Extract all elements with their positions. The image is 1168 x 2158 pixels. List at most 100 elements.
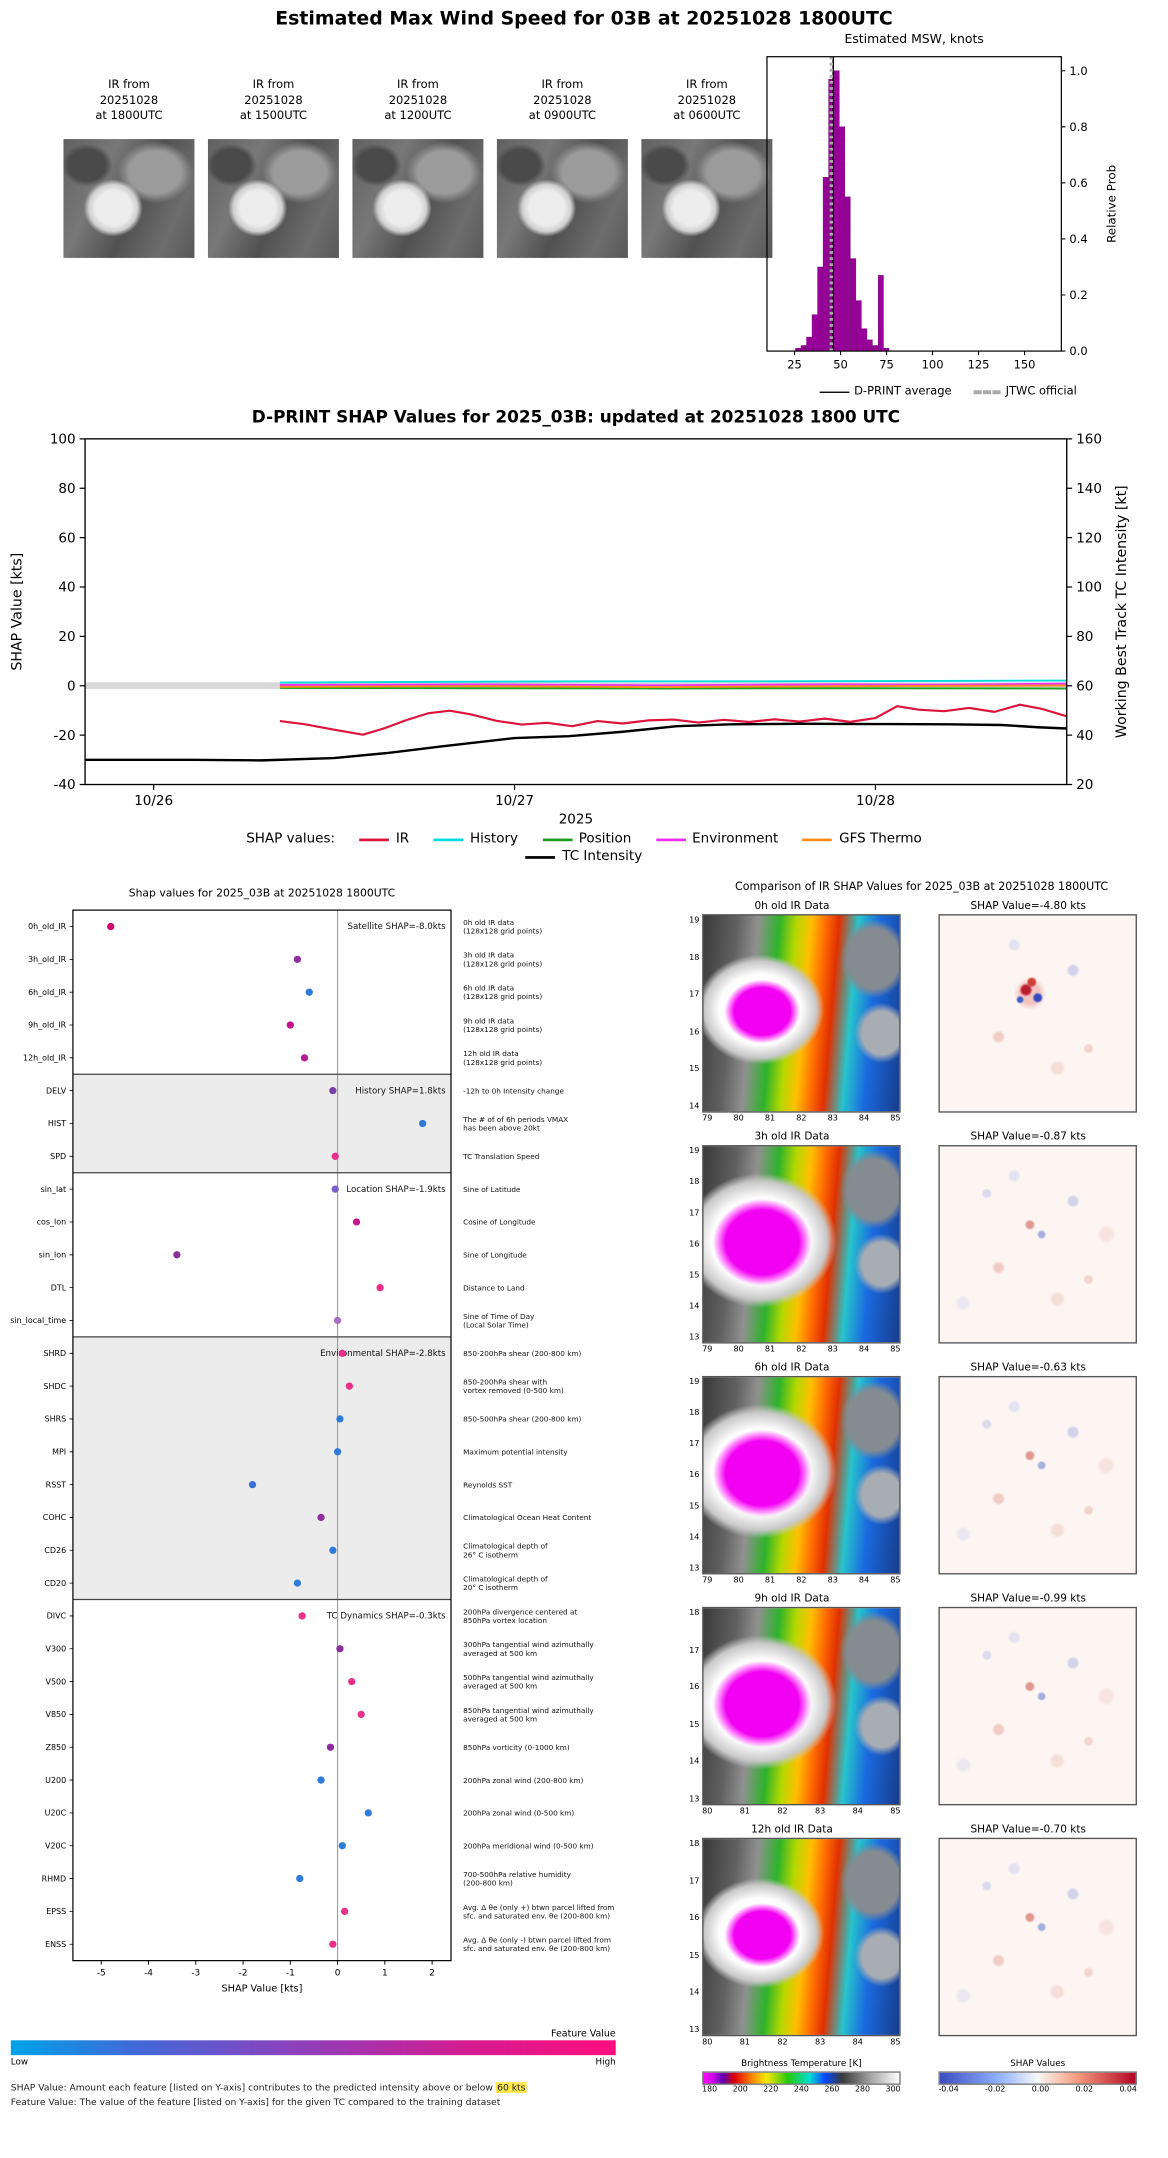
feature-label: 3h_old_IR xyxy=(28,955,67,964)
feature-description: Sine of Latitude xyxy=(463,1185,521,1194)
latitude-tick-label: 15 xyxy=(689,1719,700,1730)
longitude-tick-label: 82 xyxy=(796,1344,807,1355)
series-environment xyxy=(279,682,1067,687)
longitude-tick-label: 81 xyxy=(739,1806,751,1817)
ir-thumbnail-label: IR from 20251028 at 0600UTC xyxy=(673,78,741,123)
dotplot-title: Shap values for 2025_03B at 20251028 180… xyxy=(129,887,395,900)
comparison-colorbars: Brightness Temperature [K] 180 200 220 240 2… xyxy=(675,2058,1168,2094)
latitude-tick-label: 16 xyxy=(689,1239,700,1250)
x-tick-label: 75 xyxy=(879,358,894,372)
feature-description: averaged at 500 km xyxy=(463,1682,537,1691)
latitude-tick-label: 17 xyxy=(689,1208,700,1218)
feature-description: TC Translation Speed xyxy=(462,1152,539,1161)
right-tick-label: 20 xyxy=(1076,777,1093,793)
shap-dot xyxy=(305,988,313,996)
footnotes: SHAP Value: Amount each feature [listed … xyxy=(11,2081,527,2109)
shap-dot xyxy=(331,1185,339,1193)
x-tick-label: -2 xyxy=(239,1968,248,1978)
page-title: Estimated Max Wind Speed for 03B at 2025… xyxy=(275,8,893,30)
legend-row-1: SHAP values: IR History Position Environment… xyxy=(246,832,922,847)
latitude-tick-label: 13 xyxy=(689,1332,700,1343)
histogram-bar xyxy=(817,266,823,352)
plot-frame xyxy=(84,438,1068,786)
feature-description: 200hPa divergence centered at xyxy=(463,1607,577,1616)
x-tick-label: 0 xyxy=(335,1968,341,1978)
x-tick-label: 10/26 xyxy=(134,793,173,809)
ir-thumbnail: IR from 20251028 at 1800UTC xyxy=(63,78,195,258)
feature-label: sin_lat xyxy=(41,1185,67,1194)
right-tick-label: 140 xyxy=(1076,481,1102,497)
series-gfs-thermo xyxy=(279,684,1067,688)
feature-label: COHC xyxy=(43,1513,67,1522)
histogram-bar xyxy=(855,300,862,352)
longitude-tick-label: 81 xyxy=(764,1113,776,1124)
footnote-threshold: 60 kts xyxy=(495,2082,527,2093)
legend-label: IR xyxy=(395,831,410,847)
feature-description: 850-200hPa shear with xyxy=(463,1378,547,1387)
shap-dot xyxy=(336,1415,344,1423)
y-tick-label: 0.8 xyxy=(1069,120,1087,134)
ir-panel-body: 19 18 17 16 15 14 13 xyxy=(683,1375,901,1575)
feature-label: V20C xyxy=(45,1841,67,1850)
longitude-tick-label: 85 xyxy=(890,1575,901,1586)
legend-item: Position xyxy=(542,832,631,847)
longitude-tick-label: 82 xyxy=(777,1806,788,1817)
shap-dot xyxy=(345,1382,354,1390)
colorbar-tick-label: 180 xyxy=(702,2086,718,2095)
feature-description: (128x128 grid points) xyxy=(463,959,542,968)
shap-colorbar-gradient xyxy=(938,2071,1137,2085)
ir-column: 0h old IR Data 19 18 17 16 15 14 79 80 81 82 83 84 85 xyxy=(683,898,901,1129)
longitude-axis: 79 80 81 82 83 84 85 xyxy=(702,1114,900,1123)
colorbar-tick-label: 300 xyxy=(885,2086,901,2095)
shap-panel-body xyxy=(920,1375,1137,1575)
ir-panel-body: 19 18 17 16 15 14 xyxy=(683,914,901,1113)
left-tick-label: -40 xyxy=(54,777,76,793)
shap-dot xyxy=(336,1645,344,1653)
x-tick-label: 150 xyxy=(1014,358,1036,372)
longitude-tick-label: 82 xyxy=(796,1575,807,1586)
ir-panel-title: 6h old IR Data xyxy=(754,1361,830,1374)
feature-description: 0h old IR data xyxy=(463,918,514,927)
legend-item: D-PRINT average xyxy=(818,385,952,398)
ir-column: 9h old IR Data 18 17 16 15 14 13 80 81 82 83 84 85 xyxy=(683,1591,901,1822)
shap-dot xyxy=(329,1546,337,1554)
shap-dot xyxy=(333,1448,342,1456)
x-tick-label: 25 xyxy=(787,358,802,372)
section-header: Satellite SHAP=-8.0kts xyxy=(348,922,447,932)
shap-dot xyxy=(376,1283,384,1292)
histogram-bar xyxy=(861,328,868,352)
ir-satellite-image xyxy=(207,139,339,258)
line-swatch xyxy=(802,837,833,841)
comparison-row: 12h old IR Data 18 17 16 15 14 13 80 81 82 83 84 85 S… xyxy=(675,1822,1168,2053)
feature-label: V850 xyxy=(46,1710,67,1719)
x-tick-label: 10/28 xyxy=(856,793,895,809)
ir-panel-title: 0h old IR Data xyxy=(754,899,830,912)
latitude-tick-label: 16 xyxy=(689,1027,700,1037)
shap-panel-title: SHAP Value=-0.99 kts xyxy=(970,1592,1087,1605)
feature-description: Climatological depth of xyxy=(463,1574,548,1583)
feature-label: DELV xyxy=(46,1086,67,1095)
shap-map-image xyxy=(938,1837,1137,2037)
latitude-tick-label: 14 xyxy=(689,1301,700,1312)
feature-label: V300 xyxy=(46,1644,67,1653)
feature-description: 500hPa tangential wind azimuthally xyxy=(463,1673,594,1682)
left-tick-label: 40 xyxy=(58,580,75,596)
feature-label: DTL xyxy=(51,1283,67,1292)
shap-panel-title: SHAP Value=-0.87 kts xyxy=(970,1130,1087,1143)
feature-shap-plot: Satellite SHAP=-8.0kts History SHAP=1.8kt… xyxy=(10,887,614,1995)
feature-label: SPD xyxy=(50,1152,66,1161)
shap-dot xyxy=(293,955,302,963)
ir-image xyxy=(702,1375,901,1575)
left-tick-label: 0 xyxy=(67,678,76,694)
feature-label: U20C xyxy=(45,1809,67,1818)
feature-description: Cosine of Longitude xyxy=(463,1218,536,1227)
shap-dot xyxy=(298,1612,306,1620)
shap-dot xyxy=(348,1677,356,1686)
comparison-row: 9h old IR Data 18 17 16 15 14 13 80 81 82 83 84 85 SH… xyxy=(675,1591,1168,1822)
feature-description: (Local Solar Time) xyxy=(463,1320,529,1329)
series-ir xyxy=(279,703,1068,736)
colorbar-tick-label: -0.02 xyxy=(985,2086,1006,2095)
longitude-tick-label: 80 xyxy=(733,1113,744,1124)
shap-dot xyxy=(317,1513,325,1522)
line-swatch xyxy=(525,855,556,859)
